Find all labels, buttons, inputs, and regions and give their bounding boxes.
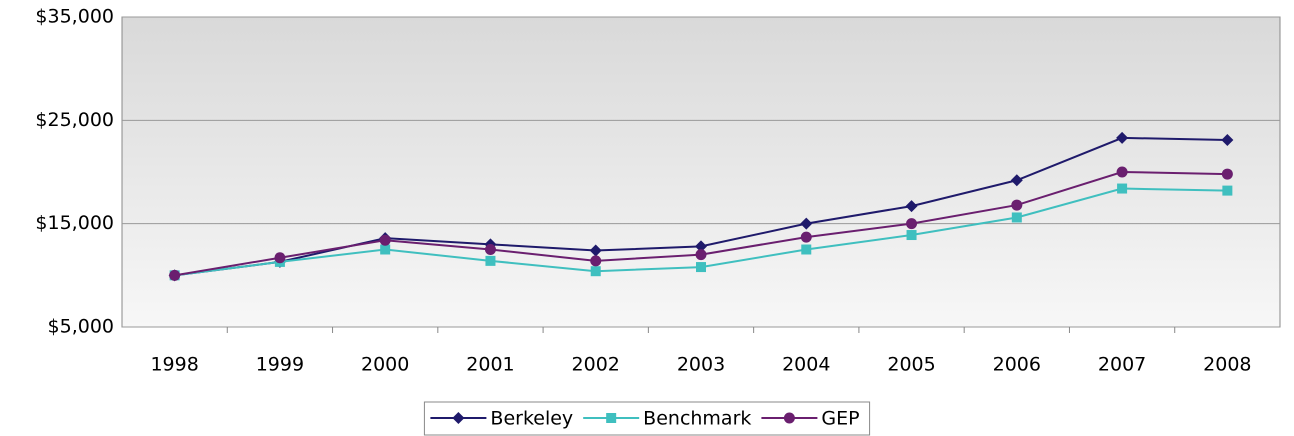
marker	[696, 262, 706, 273]
x-tick-label: 2005	[887, 354, 935, 376]
marker	[590, 266, 601, 277]
x-tick-label: 2006	[993, 354, 1041, 376]
marker	[1011, 212, 1022, 223]
plot-area	[121, 16, 1281, 328]
legend-label: Benchmark	[643, 408, 751, 430]
x-tick-label: 2004	[782, 354, 830, 376]
x-tick-label: 2002	[572, 354, 620, 376]
x-tick-label: 1998	[150, 354, 198, 376]
marker	[169, 269, 181, 281]
legend: Berkeley Benchmark GEP	[423, 401, 871, 436]
marker	[906, 218, 918, 230]
y-tick-label: $35,000	[35, 6, 114, 28]
marker	[590, 255, 602, 267]
x-tick-label: 2001	[466, 354, 514, 376]
marker	[1010, 174, 1023, 187]
x-tick-label: 2007	[1098, 354, 1146, 376]
marker	[800, 231, 812, 243]
x-tick-label: 2003	[677, 354, 725, 376]
marker	[484, 244, 496, 255]
marker	[274, 252, 286, 264]
y-tick-label: $15,000	[35, 212, 114, 234]
y-tick-label: $5,000	[48, 316, 114, 338]
marker	[1117, 183, 1128, 194]
x-tick-label: 1999	[256, 354, 304, 376]
legend-label: Berkeley	[490, 408, 573, 430]
marker	[783, 412, 795, 424]
marker	[589, 244, 602, 257]
marker	[695, 240, 707, 253]
marker	[452, 412, 465, 424]
marker	[801, 244, 812, 255]
marker	[695, 249, 707, 261]
marker	[800, 217, 813, 230]
marker	[906, 230, 917, 241]
marker	[1116, 166, 1128, 178]
marker	[1221, 133, 1234, 146]
x-tick-label: 2000	[361, 354, 409, 376]
marker	[379, 234, 391, 246]
marker	[606, 413, 617, 423]
marker	[905, 200, 918, 213]
marker	[485, 255, 496, 266]
marker	[1116, 131, 1129, 144]
legend-label: GEP	[821, 408, 859, 430]
marker	[1221, 168, 1233, 180]
marker	[1222, 185, 1233, 196]
x-tick-label: 2008	[1203, 354, 1251, 376]
y-tick-label: $25,000	[35, 109, 114, 131]
marker	[1011, 199, 1023, 211]
marker	[380, 244, 391, 255]
